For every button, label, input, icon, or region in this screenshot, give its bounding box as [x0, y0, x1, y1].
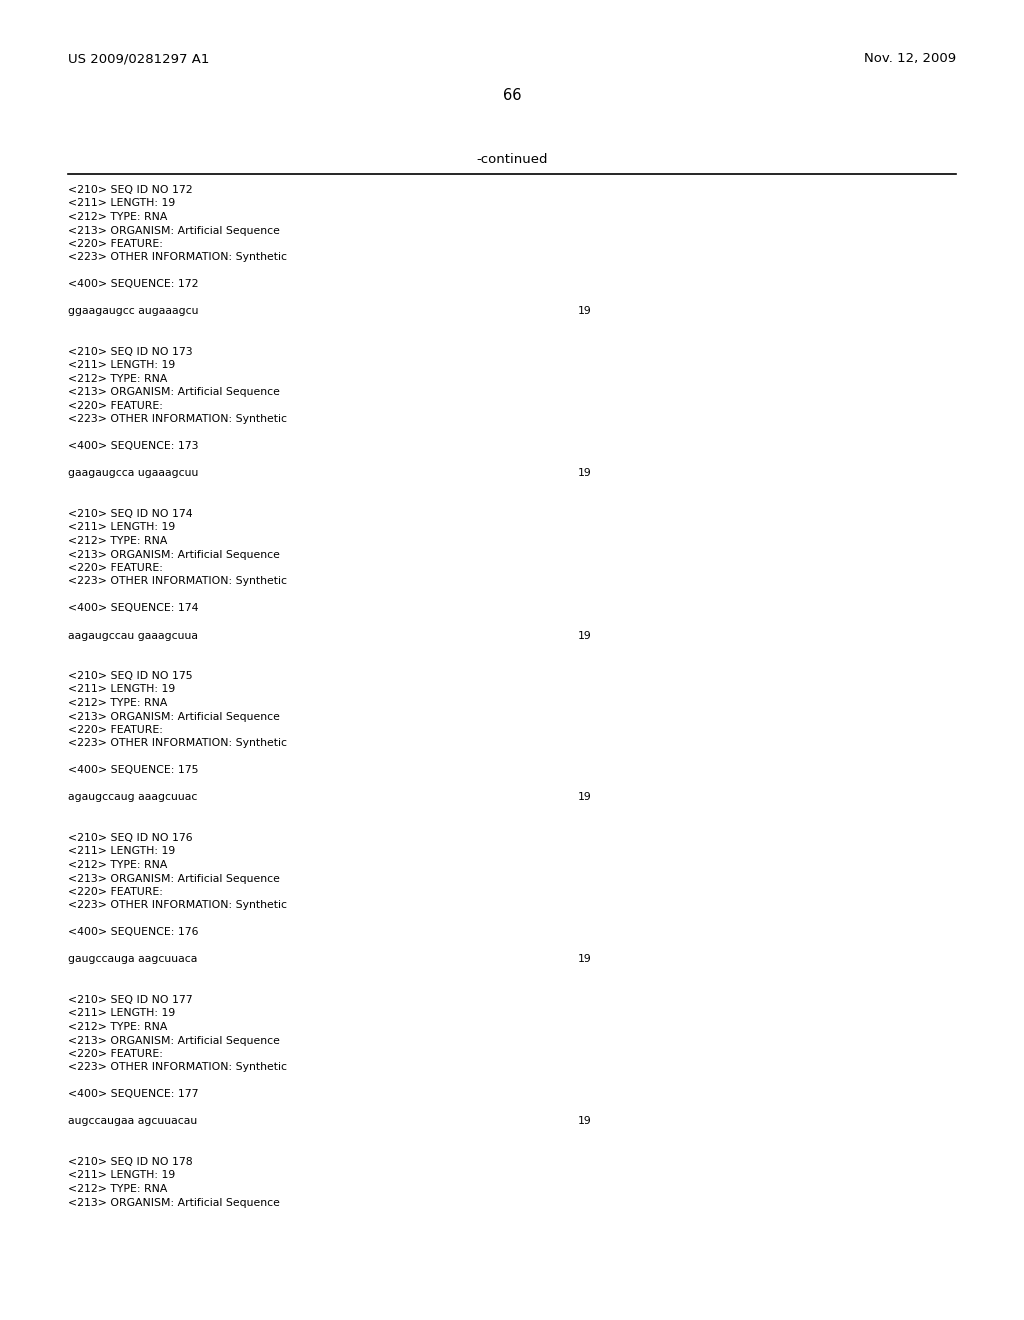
- Text: <213> ORGANISM: Artificial Sequence: <213> ORGANISM: Artificial Sequence: [68, 226, 280, 235]
- Text: <400> SEQUENCE: 175: <400> SEQUENCE: 175: [68, 766, 199, 776]
- Text: <220> FEATURE:: <220> FEATURE:: [68, 725, 163, 735]
- Text: <210> SEQ ID NO 178: <210> SEQ ID NO 178: [68, 1158, 193, 1167]
- Text: <400> SEQUENCE: 177: <400> SEQUENCE: 177: [68, 1089, 199, 1100]
- Text: 19: 19: [578, 469, 592, 479]
- Text: <211> LENGTH: 19: <211> LENGTH: 19: [68, 685, 175, 694]
- Text: <223> OTHER INFORMATION: Synthetic: <223> OTHER INFORMATION: Synthetic: [68, 900, 287, 911]
- Text: <210> SEQ ID NO 177: <210> SEQ ID NO 177: [68, 995, 193, 1005]
- Text: ggaagaugcc augaaagcu: ggaagaugcc augaaagcu: [68, 306, 199, 317]
- Text: gaugccauga aagcuuaca: gaugccauga aagcuuaca: [68, 954, 198, 965]
- Text: <212> TYPE: RNA: <212> TYPE: RNA: [68, 374, 167, 384]
- Text: <213> ORGANISM: Artificial Sequence: <213> ORGANISM: Artificial Sequence: [68, 1197, 280, 1208]
- Text: <210> SEQ ID NO 172: <210> SEQ ID NO 172: [68, 185, 193, 195]
- Text: 19: 19: [578, 1117, 592, 1126]
- Text: gaagaugcca ugaaagcuu: gaagaugcca ugaaagcuu: [68, 469, 199, 479]
- Text: <211> LENGTH: 19: <211> LENGTH: 19: [68, 1171, 175, 1180]
- Text: <212> TYPE: RNA: <212> TYPE: RNA: [68, 1022, 167, 1032]
- Text: <223> OTHER INFORMATION: Synthetic: <223> OTHER INFORMATION: Synthetic: [68, 577, 287, 586]
- Text: <400> SEQUENCE: 176: <400> SEQUENCE: 176: [68, 928, 199, 937]
- Text: Nov. 12, 2009: Nov. 12, 2009: [864, 51, 956, 65]
- Text: <220> FEATURE:: <220> FEATURE:: [68, 401, 163, 411]
- Text: <212> TYPE: RNA: <212> TYPE: RNA: [68, 861, 167, 870]
- Text: 66: 66: [503, 88, 521, 103]
- Text: 19: 19: [578, 306, 592, 317]
- Text: <220> FEATURE:: <220> FEATURE:: [68, 1049, 163, 1059]
- Text: 19: 19: [578, 631, 592, 640]
- Text: <223> OTHER INFORMATION: Synthetic: <223> OTHER INFORMATION: Synthetic: [68, 414, 287, 425]
- Text: agaugccaug aaagcuuac: agaugccaug aaagcuuac: [68, 792, 198, 803]
- Text: <213> ORGANISM: Artificial Sequence: <213> ORGANISM: Artificial Sequence: [68, 711, 280, 722]
- Text: <220> FEATURE:: <220> FEATURE:: [68, 887, 163, 898]
- Text: <400> SEQUENCE: 174: <400> SEQUENCE: 174: [68, 603, 199, 614]
- Text: <220> FEATURE:: <220> FEATURE:: [68, 239, 163, 249]
- Text: <223> OTHER INFORMATION: Synthetic: <223> OTHER INFORMATION: Synthetic: [68, 1063, 287, 1072]
- Text: <213> ORGANISM: Artificial Sequence: <213> ORGANISM: Artificial Sequence: [68, 1035, 280, 1045]
- Text: US 2009/0281297 A1: US 2009/0281297 A1: [68, 51, 209, 65]
- Text: <210> SEQ ID NO 174: <210> SEQ ID NO 174: [68, 510, 193, 519]
- Text: <211> LENGTH: 19: <211> LENGTH: 19: [68, 523, 175, 532]
- Text: <212> TYPE: RNA: <212> TYPE: RNA: [68, 213, 167, 222]
- Text: <400> SEQUENCE: 172: <400> SEQUENCE: 172: [68, 280, 199, 289]
- Text: augccaugaa agcuuacau: augccaugaa agcuuacau: [68, 1117, 198, 1126]
- Text: <223> OTHER INFORMATION: Synthetic: <223> OTHER INFORMATION: Synthetic: [68, 252, 287, 263]
- Text: <211> LENGTH: 19: <211> LENGTH: 19: [68, 360, 175, 371]
- Text: 19: 19: [578, 792, 592, 803]
- Text: <210> SEQ ID NO 175: <210> SEQ ID NO 175: [68, 671, 193, 681]
- Text: <210> SEQ ID NO 173: <210> SEQ ID NO 173: [68, 347, 193, 356]
- Text: 19: 19: [578, 954, 592, 965]
- Text: <212> TYPE: RNA: <212> TYPE: RNA: [68, 698, 167, 708]
- Text: <213> ORGANISM: Artificial Sequence: <213> ORGANISM: Artificial Sequence: [68, 388, 280, 397]
- Text: <212> TYPE: RNA: <212> TYPE: RNA: [68, 1184, 167, 1195]
- Text: <220> FEATURE:: <220> FEATURE:: [68, 564, 163, 573]
- Text: <212> TYPE: RNA: <212> TYPE: RNA: [68, 536, 167, 546]
- Text: <211> LENGTH: 19: <211> LENGTH: 19: [68, 198, 175, 209]
- Text: <211> LENGTH: 19: <211> LENGTH: 19: [68, 1008, 175, 1019]
- Text: <210> SEQ ID NO 176: <210> SEQ ID NO 176: [68, 833, 193, 843]
- Text: <400> SEQUENCE: 173: <400> SEQUENCE: 173: [68, 441, 199, 451]
- Text: <211> LENGTH: 19: <211> LENGTH: 19: [68, 846, 175, 857]
- Text: -continued: -continued: [476, 153, 548, 166]
- Text: <223> OTHER INFORMATION: Synthetic: <223> OTHER INFORMATION: Synthetic: [68, 738, 287, 748]
- Text: <213> ORGANISM: Artificial Sequence: <213> ORGANISM: Artificial Sequence: [68, 549, 280, 560]
- Text: <213> ORGANISM: Artificial Sequence: <213> ORGANISM: Artificial Sequence: [68, 874, 280, 883]
- Text: aagaugccau gaaagcuua: aagaugccau gaaagcuua: [68, 631, 198, 640]
